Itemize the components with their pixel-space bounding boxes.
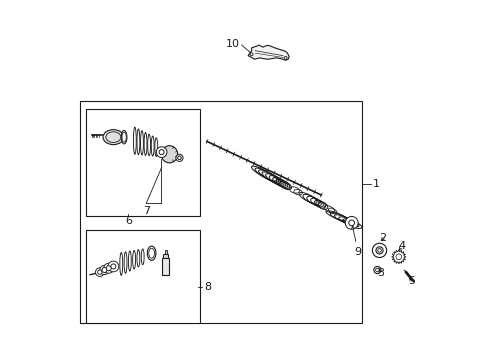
Text: 2: 2 <box>379 233 386 243</box>
Circle shape <box>375 268 378 272</box>
Circle shape <box>348 220 354 226</box>
Text: 5: 5 <box>407 276 414 286</box>
Bar <box>163 254 168 257</box>
Circle shape <box>98 270 102 274</box>
Circle shape <box>95 268 104 276</box>
Circle shape <box>250 53 253 56</box>
Circle shape <box>102 267 107 273</box>
Circle shape <box>373 266 380 274</box>
Circle shape <box>176 154 183 161</box>
Circle shape <box>156 147 166 157</box>
Circle shape <box>100 265 109 275</box>
Circle shape <box>284 57 286 59</box>
Text: 7: 7 <box>142 206 149 216</box>
Ellipse shape <box>161 146 177 163</box>
Text: 6: 6 <box>124 216 132 226</box>
Circle shape <box>108 261 119 272</box>
Circle shape <box>103 263 114 273</box>
Bar <box>80 102 362 323</box>
Ellipse shape <box>103 130 123 145</box>
Bar <box>164 250 166 254</box>
Bar <box>85 109 200 216</box>
Circle shape <box>345 216 357 229</box>
Circle shape <box>106 266 111 271</box>
Text: 10: 10 <box>225 39 240 49</box>
Bar <box>162 257 169 275</box>
Ellipse shape <box>121 130 127 144</box>
Text: 3: 3 <box>377 268 384 278</box>
Text: 9: 9 <box>351 226 361 257</box>
Circle shape <box>372 243 386 257</box>
Circle shape <box>375 247 382 254</box>
Circle shape <box>159 150 164 155</box>
Text: 1: 1 <box>372 179 379 189</box>
Polygon shape <box>247 45 288 60</box>
Ellipse shape <box>147 246 156 260</box>
Polygon shape <box>391 249 405 264</box>
Circle shape <box>395 254 401 260</box>
Circle shape <box>111 264 116 269</box>
Bar <box>85 230 200 323</box>
Circle shape <box>377 249 381 252</box>
Circle shape <box>177 156 181 159</box>
Text: 8: 8 <box>204 282 211 292</box>
Text: 4: 4 <box>397 241 405 251</box>
